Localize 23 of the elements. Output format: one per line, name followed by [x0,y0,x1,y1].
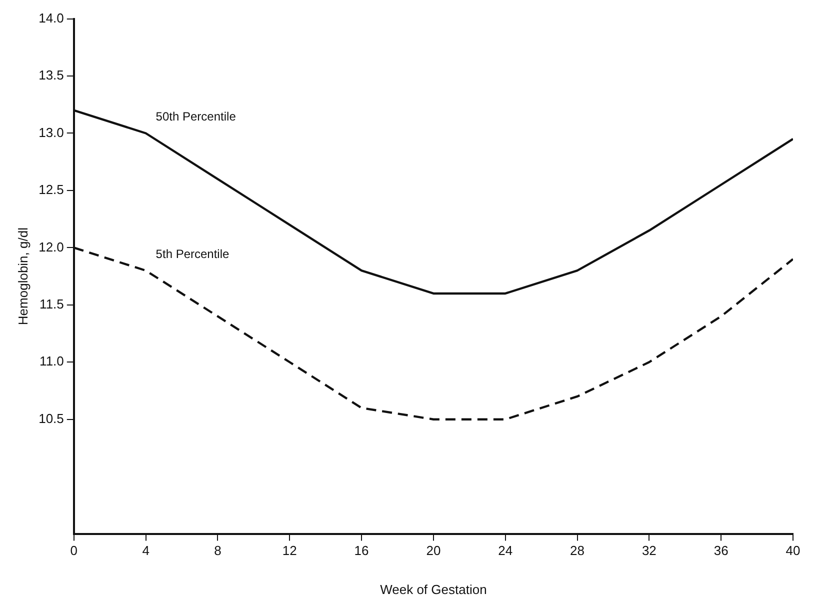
y-tick-label: 13.5 [38,68,64,83]
y-axis-title: Hemoglobin, g/dl [15,227,30,326]
y-tick-label: 12.0 [38,239,64,254]
y-tick-label: 10.5 [38,410,64,426]
series-label: 5th Percentile [156,246,230,261]
x-tick-label: 36 [714,543,728,558]
x-tick-label: 24 [498,543,513,558]
x-tick-label: 16 [354,543,369,558]
x-tick-label: 28 [570,543,585,558]
y-tick-label: 11.5 [40,296,64,312]
x-tick-label: 40 [786,543,800,558]
y-tick-label: 11.0 [40,354,64,369]
x-tick-label: 12 [282,543,297,558]
x-tick-label: 4 [142,543,150,558]
x-tick-label: 8 [214,543,222,558]
y-tick-label: 13.0 [38,124,64,140]
x-tick-label: 32 [642,543,656,558]
y-tick-label: 12.5 [38,182,64,198]
x-tick-label: 20 [426,543,441,558]
x-tick-label: 0 [70,543,78,558]
y-tick-label: 14.0 [38,10,64,26]
x-axis-title: Week of Gestation [380,582,487,597]
series-label: 50th Percentile [156,110,236,124]
